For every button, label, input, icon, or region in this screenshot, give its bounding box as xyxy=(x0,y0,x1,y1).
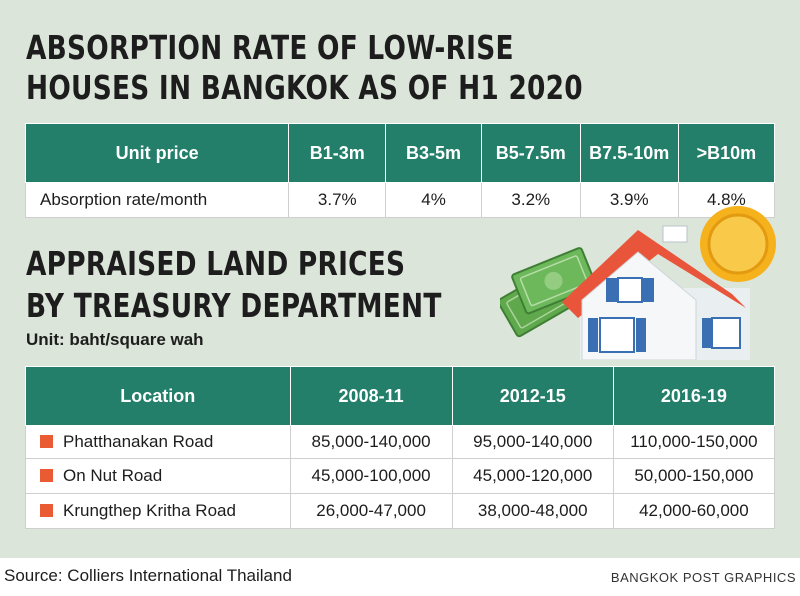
price-cell: 45,000-100,000 xyxy=(289,458,453,494)
land-prices-table: Location 2008-11 2012-15 2016-19 Phattha… xyxy=(25,366,776,529)
land-prices-title-line1: APPRAISED LAND PRICES xyxy=(26,244,406,283)
price-band-header: B1-3m xyxy=(288,123,387,183)
graphics-credit: BANGKOK POST GRAPHICS xyxy=(610,570,796,585)
price-band-header: B3-5m xyxy=(385,123,482,183)
absorption-value: 3.2% xyxy=(480,182,581,218)
unit-label: Unit: baht/square wah xyxy=(26,330,204,349)
square-marker-icon xyxy=(40,504,53,517)
location-header: Location xyxy=(25,366,291,426)
period-header: 2012-15 xyxy=(451,366,614,426)
price-cell: 85,000-140,000 xyxy=(289,425,453,459)
price-cell: 42,000-60,000 xyxy=(612,493,776,529)
coin-icon xyxy=(700,206,776,282)
location-name: Krungthep Kritha Road xyxy=(63,501,236,520)
table-row: On Nut Road 45,000-100,000 45,000-120,00… xyxy=(25,458,776,494)
price-cell: 45,000-120,000 xyxy=(451,458,614,494)
table-row: Phatthanakan Road 85,000-140,000 95,000-… xyxy=(25,425,776,459)
unit-price-header: Unit price xyxy=(24,123,290,183)
banknotes-icon xyxy=(500,247,597,338)
absorption-row-label: Absorption rate/month xyxy=(24,182,290,218)
absorption-value: 4% xyxy=(385,182,482,218)
price-band-header: >B10m xyxy=(677,123,776,183)
absorption-title-line1: ABSORPTION RATE OF LOW-RISE xyxy=(26,28,514,67)
absorption-value: 3.7% xyxy=(288,182,387,218)
square-marker-icon xyxy=(40,469,53,482)
location-name: On Nut Road xyxy=(63,466,163,485)
price-cell: 50,000-150,000 xyxy=(612,458,776,494)
infographic-panel: ABSORPTION RATE OF LOW-RISE HOUSES IN BA… xyxy=(0,0,800,558)
table-row: Krungthep Kritha Road 26,000-47,000 38,0… xyxy=(25,493,776,529)
location-cell: Phatthanakan Road xyxy=(25,425,291,459)
price-band-header: B5-7.5m xyxy=(480,123,581,183)
land-prices-title-line2: BY TREASURY DEPARTMENT xyxy=(26,286,442,325)
price-cell: 95,000-140,000 xyxy=(451,425,614,459)
period-header: 2008-11 xyxy=(289,366,453,426)
absorption-value: 3.9% xyxy=(579,182,679,218)
house-icon xyxy=(562,225,750,360)
price-cell: 110,000-150,000 xyxy=(612,425,776,459)
square-marker-icon xyxy=(40,435,53,448)
source-note: Source: Colliers International Thailand xyxy=(4,566,292,585)
house-money-illustration xyxy=(500,206,776,360)
price-band-header: B7.5-10m xyxy=(579,123,679,183)
location-cell: On Nut Road xyxy=(25,458,291,494)
location-name: Phatthanakan Road xyxy=(63,432,214,451)
absorption-title-line2: HOUSES IN BANGKOK AS OF H1 2020 xyxy=(26,68,583,107)
location-cell: Krungthep Kritha Road xyxy=(25,493,291,529)
period-header: 2016-19 xyxy=(612,366,776,426)
price-cell: 26,000-47,000 xyxy=(289,493,453,529)
price-cell: 38,000-48,000 xyxy=(451,493,614,529)
absorption-rate-table: Unit price B1-3m B3-5m B5-7.5m B7.5-10m … xyxy=(24,123,776,218)
